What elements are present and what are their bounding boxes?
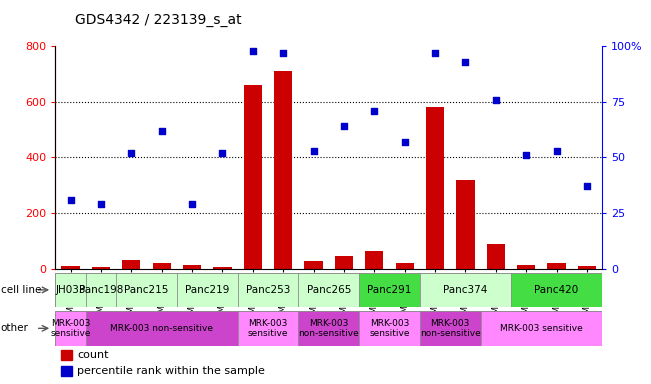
Point — [217, 150, 228, 156]
Bar — [359, 273, 420, 307]
Bar — [578, 266, 596, 269]
Bar — [420, 311, 480, 346]
Bar — [305, 261, 323, 269]
Bar — [487, 244, 505, 269]
Text: MRK-003
non-sensitive: MRK-003 non-sensitive — [420, 319, 480, 338]
Text: other: other — [1, 323, 29, 333]
Text: MRK-003 sensitive: MRK-003 sensitive — [500, 324, 583, 333]
Bar — [122, 260, 141, 269]
Bar — [365, 251, 383, 269]
Point — [369, 108, 380, 114]
Text: MRK-003
sensitive: MRK-003 sensitive — [50, 319, 90, 338]
Text: MRK-003 non-sensitive: MRK-003 non-sensitive — [110, 324, 213, 333]
Bar — [298, 273, 359, 307]
Point — [126, 150, 137, 156]
Bar — [86, 311, 238, 346]
Point — [156, 127, 167, 134]
Point — [96, 201, 106, 207]
Bar — [238, 311, 298, 346]
Point — [551, 148, 562, 154]
Point — [278, 50, 288, 56]
Text: GDS4342 / 223139_s_at: GDS4342 / 223139_s_at — [75, 13, 242, 27]
Point — [65, 197, 76, 203]
Text: Panc215: Panc215 — [124, 285, 169, 295]
Text: Panc265: Panc265 — [307, 285, 351, 295]
Text: MRK-003
sensitive: MRK-003 sensitive — [248, 319, 288, 338]
Bar — [243, 85, 262, 269]
Point — [339, 123, 349, 129]
Bar — [177, 273, 238, 307]
Text: Panc253: Panc253 — [246, 285, 290, 295]
Bar — [152, 263, 171, 269]
Point — [309, 148, 319, 154]
Point — [491, 96, 501, 103]
Bar — [274, 71, 292, 269]
Text: MRK-003
sensitive: MRK-003 sensitive — [369, 319, 409, 338]
Bar — [238, 273, 298, 307]
Point — [247, 48, 258, 54]
Point — [582, 183, 592, 189]
Bar — [456, 180, 475, 269]
Bar — [547, 263, 566, 269]
Bar — [116, 273, 177, 307]
Text: Panc291: Panc291 — [367, 285, 411, 295]
Text: percentile rank within the sample: percentile rank within the sample — [77, 366, 265, 376]
Text: count: count — [77, 350, 109, 360]
Bar — [480, 311, 602, 346]
Point — [430, 50, 440, 56]
Bar — [517, 265, 535, 269]
Text: Panc374: Panc374 — [443, 285, 488, 295]
Bar — [420, 273, 511, 307]
Bar — [92, 266, 110, 269]
Bar — [396, 263, 414, 269]
Bar — [55, 273, 86, 307]
Bar — [214, 267, 232, 269]
Bar — [335, 256, 353, 269]
Bar — [183, 265, 201, 269]
Text: JH033: JH033 — [55, 285, 86, 295]
Bar — [298, 311, 359, 346]
Bar — [359, 311, 420, 346]
Bar — [55, 311, 86, 346]
Point — [400, 139, 410, 145]
Bar — [61, 366, 72, 376]
Bar — [511, 273, 602, 307]
Bar — [61, 351, 72, 360]
Point — [460, 59, 471, 65]
Bar — [426, 108, 444, 269]
Bar — [61, 266, 79, 269]
Text: cell line: cell line — [1, 285, 41, 295]
Text: Panc219: Panc219 — [185, 285, 229, 295]
Point — [187, 201, 197, 207]
Point — [521, 152, 531, 158]
Text: Panc198: Panc198 — [79, 285, 123, 295]
Text: Panc420: Panc420 — [534, 285, 579, 295]
Text: MRK-003
non-sensitive: MRK-003 non-sensitive — [298, 319, 359, 338]
Bar — [86, 273, 116, 307]
